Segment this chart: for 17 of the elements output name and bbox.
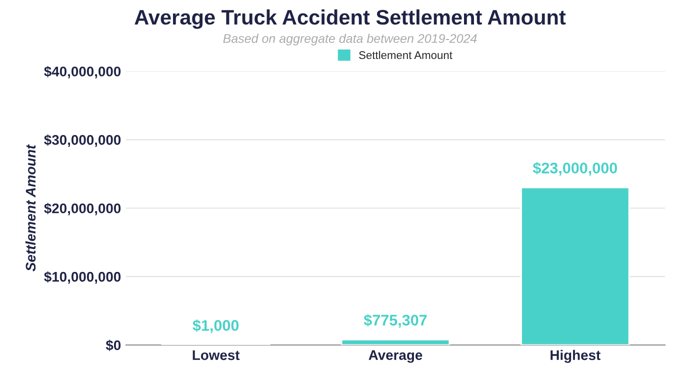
bar <box>520 186 630 345</box>
y-tick-label: $0 <box>106 340 121 352</box>
chart-title: Average Truck Accident Settlement Amount <box>134 9 566 29</box>
y-axis-title: Settlement Amount <box>25 144 36 272</box>
x-tick-label: Lowest <box>192 350 240 360</box>
y-tick-label: $40,000,000 <box>44 66 121 78</box>
y-tick-label: $30,000,000 <box>44 134 121 147</box>
bar <box>340 339 450 345</box>
chart-subtitle: Based on aggregate data between 2019-2024 <box>223 34 477 46</box>
x-tick-label: Highest <box>550 350 600 363</box>
text: $775,307 <box>364 314 427 328</box>
text: $1,000 <box>192 319 239 334</box>
x-tick-label: Average <box>368 350 422 363</box>
legend-label: Settlement Amount <box>359 50 452 60</box>
y-tick-label: $10,000,000 <box>44 271 121 284</box>
y-tick-label: $20,000,000 <box>44 202 121 216</box>
text: $23,000,000 <box>532 162 618 176</box>
